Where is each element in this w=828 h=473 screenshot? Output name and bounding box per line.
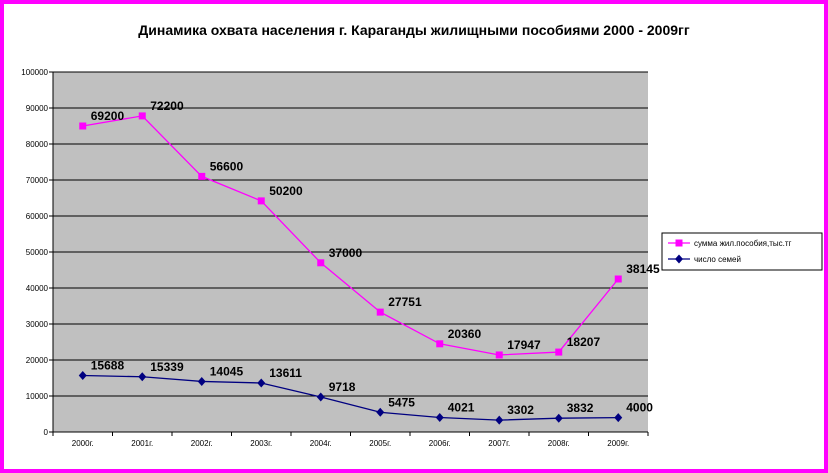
y-tick-label: 80000 <box>26 140 49 149</box>
x-tick-label: 2004г. <box>310 439 332 448</box>
y-tick-label: 30000 <box>26 320 49 329</box>
data-label: 69200 <box>91 109 125 123</box>
x-tick-label: 2003г. <box>250 439 272 448</box>
data-label: 15688 <box>91 359 125 373</box>
x-tick-label: 2008г. <box>548 439 570 448</box>
data-label: 27751 <box>388 295 422 309</box>
data-label: 56600 <box>210 159 244 173</box>
data-point <box>138 372 147 382</box>
y-tick-label: 50000 <box>26 248 49 257</box>
x-tick-label: 2006г. <box>429 439 451 448</box>
data-point <box>495 351 503 359</box>
x-tick-label: 2009г. <box>607 439 629 448</box>
data-label: 9718 <box>329 380 356 394</box>
series-1 <box>79 112 622 359</box>
data-point <box>495 415 504 425</box>
data-point <box>257 378 266 388</box>
data-point <box>554 413 563 423</box>
series-line <box>82 115 619 356</box>
gridlines <box>53 71 648 397</box>
data-point <box>555 348 563 356</box>
legend-label: число семей <box>694 255 741 264</box>
data-label: 4000 <box>626 401 653 415</box>
y-tick-label: 60000 <box>26 212 49 221</box>
y-tick-label: 40000 <box>26 284 49 293</box>
x-tick-label: 2007г. <box>488 439 510 448</box>
axes: 0 10000 20000 30000 40000 50000 60000 70000 8000… <box>21 68 649 448</box>
x-tick-label: 2000г. <box>72 439 94 448</box>
data-point <box>436 340 444 348</box>
data-label: 38145 <box>626 262 660 276</box>
data-point <box>198 172 206 180</box>
legend-box <box>661 232 823 271</box>
legend: сумма жил.пособия,тыс.тг число семей <box>661 232 823 271</box>
data-label: 17947 <box>507 338 541 352</box>
y-tick-label: 90000 <box>26 104 49 113</box>
data-label: 5475 <box>388 395 415 409</box>
data-label: 50200 <box>269 184 303 198</box>
data-label: 72200 <box>150 99 184 113</box>
x-tick-label: 2002г. <box>191 439 213 448</box>
data-point <box>138 112 146 120</box>
x-tick-label: 2005г. <box>369 439 391 448</box>
data-label: 37000 <box>329 246 363 260</box>
series-layer <box>78 112 623 425</box>
y-tick-label: 70000 <box>26 176 49 185</box>
data-point <box>79 122 87 130</box>
data-point <box>316 392 325 402</box>
data-label: 14045 <box>210 364 244 378</box>
x-tick-label: 2001г. <box>131 439 153 448</box>
data-point <box>435 413 444 423</box>
data-label: 3302 <box>507 403 534 417</box>
data-point <box>376 407 385 417</box>
data-point <box>197 376 206 386</box>
y-tick-label: 20000 <box>26 356 49 365</box>
y-tick-label: 10000 <box>26 392 49 401</box>
chart-title: Динамика охвата населения г. Караганды ж… <box>138 22 690 38</box>
y-tick-label: 0 <box>44 428 49 437</box>
data-label: 18207 <box>567 335 601 349</box>
legend-marker <box>675 239 683 247</box>
data-label: 13611 <box>269 366 302 380</box>
data-label: 3832 <box>567 401 594 415</box>
data-point <box>317 259 325 267</box>
legend-label: сумма жил.пособия,тыс.тг <box>694 239 792 248</box>
data-point <box>257 197 265 205</box>
data-labels: 69200 72200 56600 50200 37000 27751 20360 17947… <box>91 99 660 417</box>
data-label: 4021 <box>448 401 475 415</box>
y-tick-label: 100000 <box>21 68 48 77</box>
data-label: 15339 <box>150 360 184 374</box>
series-line <box>82 374 619 421</box>
legend-marker <box>675 254 683 264</box>
series-2 <box>78 371 623 425</box>
data-point <box>78 371 87 381</box>
data-label: 20360 <box>448 327 482 341</box>
data-point <box>376 308 384 316</box>
data-point <box>614 413 623 423</box>
data-point <box>614 275 622 283</box>
